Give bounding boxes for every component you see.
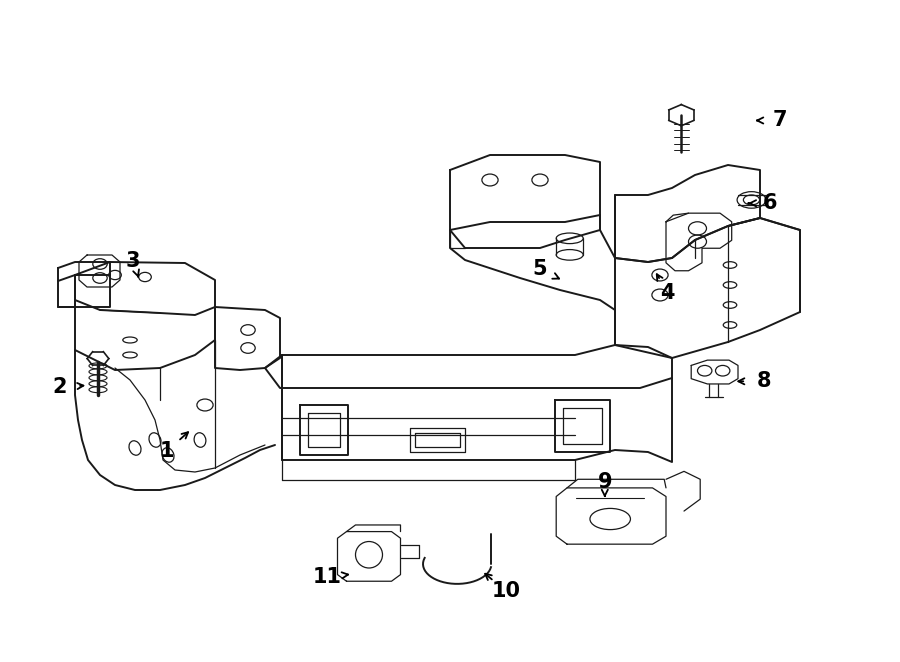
Text: 9: 9	[598, 472, 612, 492]
Text: 11: 11	[312, 567, 341, 587]
Text: 3: 3	[126, 252, 140, 271]
Text: 4: 4	[661, 283, 675, 303]
Text: 6: 6	[762, 193, 777, 213]
Text: 5: 5	[533, 260, 547, 279]
Text: 7: 7	[772, 111, 787, 130]
Text: 2: 2	[52, 377, 67, 397]
Text: 1: 1	[159, 442, 174, 461]
Text: 10: 10	[491, 581, 520, 601]
Text: 8: 8	[757, 371, 771, 391]
